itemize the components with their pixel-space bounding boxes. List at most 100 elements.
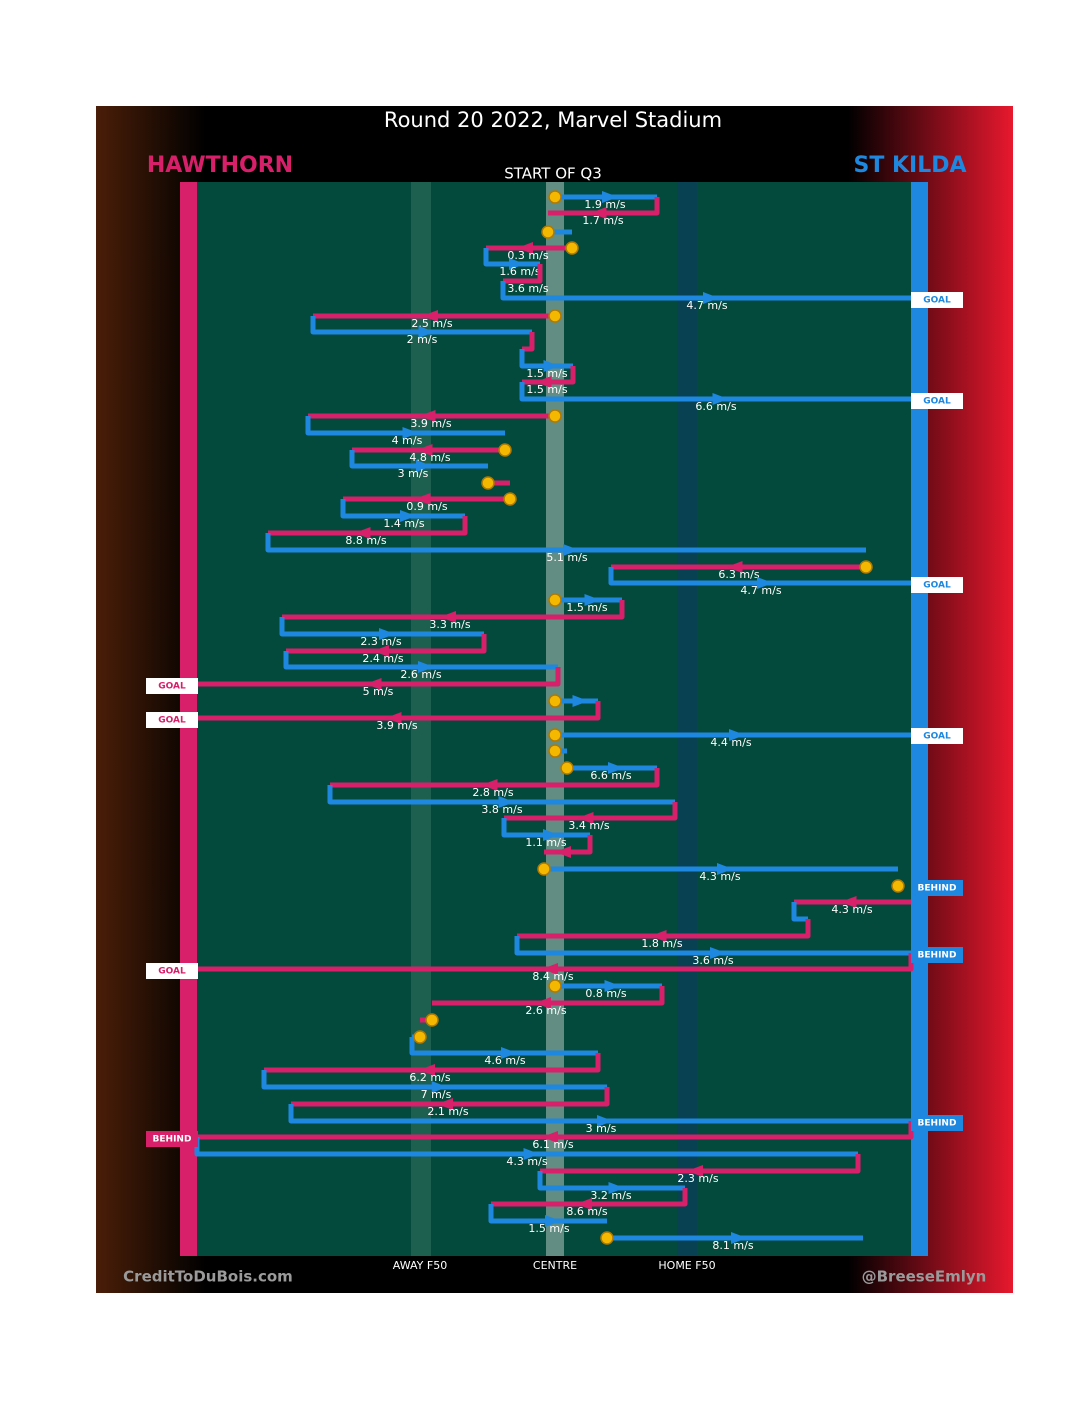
stoppage-marker [548,979,562,993]
score-label: GOAL [158,967,186,977]
direction-arrow [687,1165,703,1177]
score-label: GOAL [923,581,951,591]
away-team: ST KILDA [853,153,966,178]
speed-label: 4.3 m/s [506,1155,547,1168]
direction-arrow [418,326,435,338]
speed-label: 5.1 m/s [546,551,587,564]
direction-arrow [414,493,431,505]
score-label: BEHIND [918,951,957,961]
home-team: HAWTHORN [147,153,293,178]
speed-label: 3.4 m/s [568,819,609,832]
direction-arrow [400,510,416,522]
speed-label: 7 m/s [421,1088,452,1101]
score-box [146,712,198,728]
credit: @BreeseEmlyn [862,1268,987,1286]
stoppage-marker [548,309,562,323]
stoppage-marker [548,409,562,423]
possession-line [288,1104,911,1124]
direction-arrow [577,812,594,824]
speed-label: 3.6 m/s [692,954,733,967]
direction-arrow [608,762,624,774]
possession-line [519,382,911,402]
score-label: GOAL [158,682,186,692]
speed-label: 6.2 m/s [409,1071,450,1084]
title: Round 20 2022, Marvel Stadium [384,108,722,132]
direction-arrow [501,1047,517,1059]
possession-line [340,499,465,519]
direction-arrow [385,712,402,724]
possession-line [279,617,484,637]
speed-label: 2 m/s [407,333,438,346]
speed-label: 3.9 m/s [410,417,451,430]
speed-label: 3 m/s [398,467,429,480]
speed-label: 1.7 m/s [582,214,623,227]
field-label: AWAY F50 [393,1259,447,1272]
speed-label: 4.4 m/s [710,736,751,749]
score-label: BEHIND [918,884,957,894]
speed-label: 3 m/s [586,1122,617,1135]
direction-arrow [555,846,571,858]
stoppage-marker [548,728,562,742]
stoppage-marker [541,225,555,239]
possession-line [537,1171,685,1191]
direction-arrow [419,1064,435,1076]
possession-line [504,802,678,821]
possession-line [286,634,487,654]
speed-label: 2.6 m/s [525,1004,566,1017]
possession-line [791,902,808,922]
direction-arrow [543,360,560,372]
score-box [911,880,963,896]
direction-arrow [712,393,729,405]
direction-arrow [542,963,558,975]
direction-arrow [498,796,515,808]
direction-arrow [535,376,552,388]
speed-label: 3.3 m/s [429,618,470,631]
speed-label: 1.8 m/s [641,937,682,950]
score-label: GOAL [923,296,951,306]
speed-label: 1.5 m/s [526,383,567,396]
speed-label: 8.1 m/s [712,1239,753,1252]
score-label: BEHIND [918,1119,957,1129]
speed-label: 1.9 m/s [584,198,625,211]
stoppage-marker [548,190,562,204]
speed-label: 1.6 m/s [499,265,540,278]
stoppage-marker [548,744,562,758]
direction-arrow [590,207,607,219]
direction-arrow [354,527,371,539]
direction-arrow [608,1182,625,1194]
home-f50-band [677,182,697,1256]
direction-arrow [563,544,579,556]
direction-arrow [703,292,719,304]
stoppage-marker [425,1013,439,1027]
score-box [911,393,963,409]
stoppage-marker [548,694,562,708]
speed-label: 1.5 m/s [526,367,567,380]
direction-arrow [576,1198,592,1210]
direction-arrow [543,829,559,841]
direction-arrow [431,1081,448,1093]
stoppage-marker [537,862,551,876]
possession-line [282,600,625,620]
speed-label: 3.8 m/s [481,803,522,816]
direction-arrow [379,628,395,640]
possession-line [305,416,505,436]
speed-label: 0.9 m/s [406,500,447,513]
speed-label: 6.6 m/s [590,769,631,782]
score-box [146,963,198,979]
possession-line [291,1087,610,1107]
speed-label: 3.6 m/s [507,282,548,295]
score-box [911,577,963,593]
direction-arrow [650,930,667,942]
possession-line [310,316,532,335]
speed-label: 3.9 m/s [376,719,417,732]
score-label: BEHIND [153,1135,192,1145]
direction-arrow [840,896,857,908]
speed-label: 2.3 m/s [677,1172,718,1185]
score-box [911,728,963,744]
speed-label: 8.4 m/s [532,970,573,983]
speed-label: 1.1 m/s [525,836,566,849]
stkilda-goal-line [911,182,928,1256]
possession-line [501,818,590,838]
direction-arrow [757,577,773,589]
